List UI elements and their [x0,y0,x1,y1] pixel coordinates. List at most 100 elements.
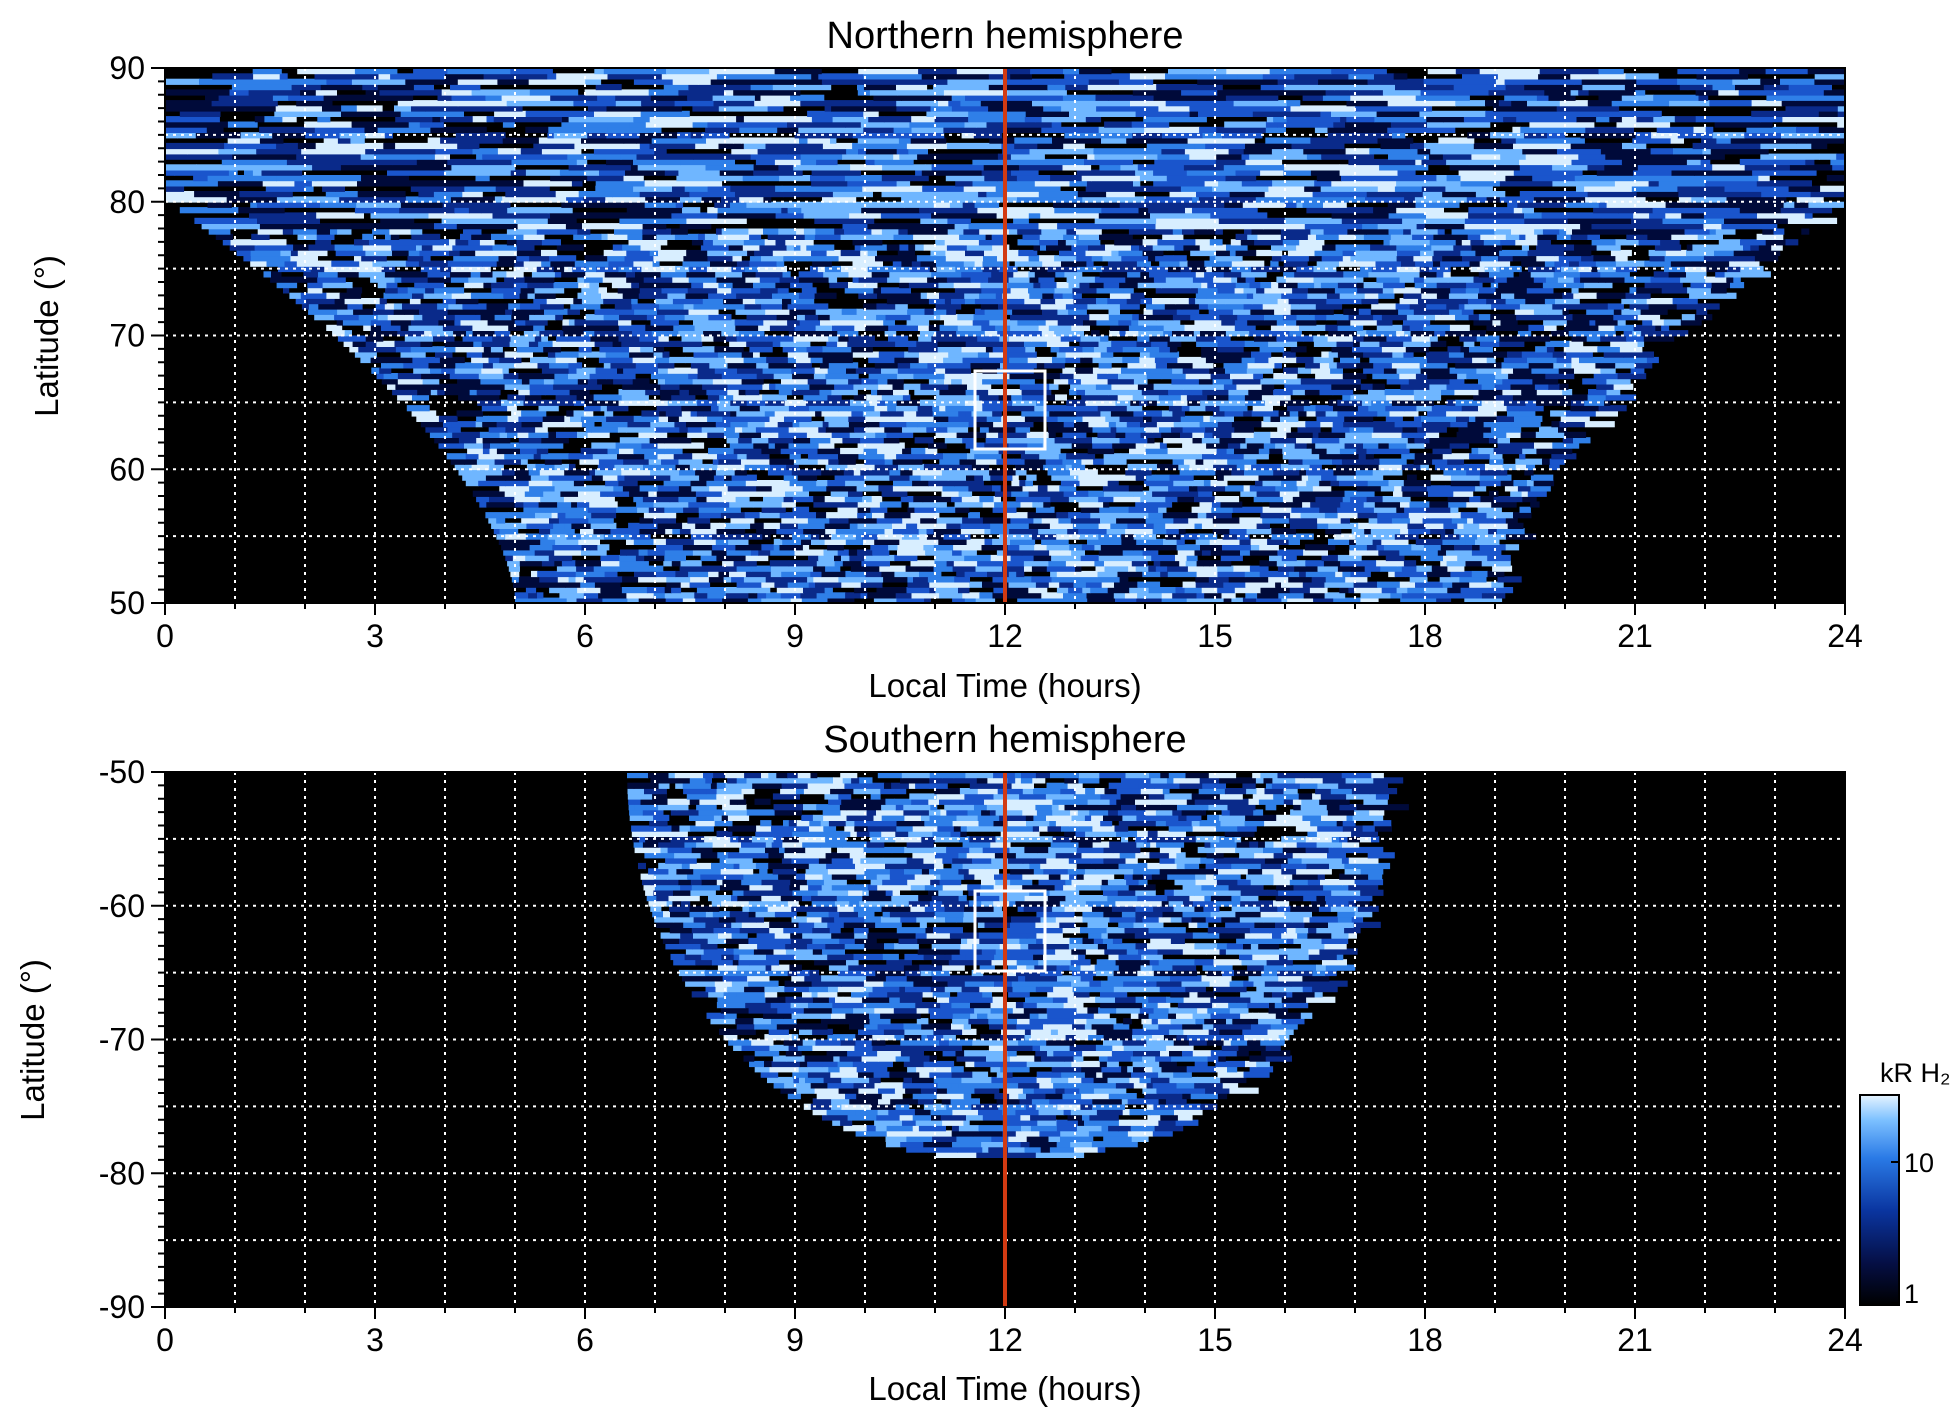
north-emission-cell [363,324,372,331]
north-emission-cell [476,415,489,422]
north-emission-cell [956,330,986,337]
north-emission-cell [783,191,799,198]
north-emission-cell [507,405,517,412]
north-emission-cell [1157,239,1176,246]
north-emission-cell [1217,587,1236,594]
north-emission-cell [326,292,341,299]
north-emission-cell [1116,426,1146,433]
north-emission-cell [1167,570,1198,578]
north-emission-cell [411,330,425,337]
north-emission-cell [639,485,659,492]
north-emission-cell [1752,169,1817,176]
north-emission-cell [1374,501,1401,508]
north-emission-cell [1104,560,1133,567]
north-emission-cell [732,255,742,262]
north-emission-cell [1387,201,1417,208]
north-emission-cell [1353,298,1362,305]
north-emission-cell [1127,362,1157,369]
north-emission-cell [1153,560,1161,567]
north-emission-cell [837,330,859,337]
north-emission-cell [482,447,491,455]
north-emission-cell [1486,512,1514,519]
north-emission-cell [713,474,725,481]
north-emission-cell [892,528,920,535]
north-emission-cell [717,207,782,214]
north-emission-cell [724,431,740,438]
north-emission-cell [1180,185,1213,192]
north-emission-cell [1155,223,1208,230]
north-emission-cell [1447,415,1457,422]
north-emission-cell [1308,474,1322,481]
north-emission-cell [1009,356,1029,364]
north-emission-cell [809,405,839,412]
north-emission-cell [1202,132,1223,139]
north-emission-cell [222,239,232,246]
north-emission-cell [720,512,746,519]
north-emission-cell [1071,549,1085,556]
north-emission-cell [611,223,644,230]
north-emission-cell [174,169,230,176]
north-emission-cell [1446,399,1456,406]
north-emission-cell [768,442,776,449]
north-emission-cell [896,597,909,603]
north-emission-cell [1210,480,1228,487]
north-emission-cell [539,576,559,583]
north-emission-cell [472,394,488,401]
north-emission-cell [1339,437,1362,444]
north-emission-cell [1496,528,1525,535]
north-emission-cell [504,351,533,358]
north-emission-cell [1127,463,1158,471]
north-emission-cell [621,469,651,476]
north-emission-cell [1240,442,1248,449]
north-emission-cell [1519,453,1526,460]
north-emission-cell [781,517,809,524]
north-emission-cell [633,415,660,422]
north-emission-cell [619,447,634,455]
north-emission-cell [1105,415,1121,422]
north-emission-cell [187,148,220,155]
north-emission-cell [1601,314,1614,321]
north-emission-cell [1022,233,1041,240]
north-emission-cell [1366,330,1397,337]
north-emission-cell [1642,319,1653,326]
north-emission-cell [921,169,983,176]
north-emission-cell [1650,148,1674,155]
north-emission-cell [824,522,851,529]
north-emission-cell [876,587,890,594]
north-emission-cell [1279,512,1291,519]
north-emission-cell [793,335,820,342]
north-emission-cell [865,426,874,433]
north-emission-cell [1098,212,1151,219]
north-emission-cell [906,319,917,326]
north-emission-cell [555,394,578,401]
north-emission-cell [786,463,799,471]
north-emission-cell [1033,554,1052,562]
north-emission-cell [1085,399,1116,406]
north-emission-cell [1483,431,1507,438]
north-emission-cell [1377,517,1393,524]
north-emission-cell [1149,351,1180,358]
north-emission-cell [1550,410,1567,417]
north-emission-cell [868,421,880,428]
north-emission-cell [501,116,563,123]
north-emission-cell [1514,292,1526,299]
north-emission-cell [913,233,937,240]
north-emission-cell [1103,501,1110,508]
north-emission-cell [1014,137,1053,144]
north-emission-cell [1706,201,1762,208]
north-emission-cell [1522,447,1538,455]
north-emission-cell [1009,340,1025,347]
north-emission-cell [910,265,931,273]
north-emission-cell [806,244,835,251]
north-emission-cell [604,570,618,578]
north-emission-cell [854,587,868,594]
north-emission-cell [392,158,418,166]
north-emission-cell [534,549,555,556]
north-emission-cell [952,565,977,572]
north-emission-cell [782,538,802,545]
north-emission-cell [945,399,966,406]
north-emission-cell [874,276,888,283]
north-emission-cell [1584,185,1633,192]
north-emission-cell [1402,217,1466,224]
north-emission-cell [897,373,914,380]
